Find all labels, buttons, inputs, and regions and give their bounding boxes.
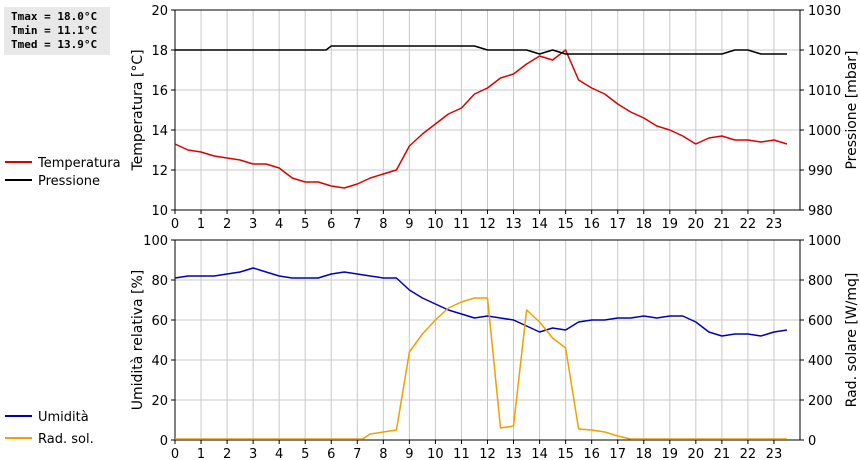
- y-left-tick-label: 80: [151, 274, 168, 289]
- x-tick-label: 12: [479, 217, 496, 232]
- x-tick-label: 9: [405, 447, 413, 460]
- temperature-pressure-panel: 0 1 2 3 4 5 6 7 8 9 10 11 12 13 14 15 16 17 18 19 20 21 22 2310…: [5, 4, 860, 232]
- x-tick-label: 14: [531, 217, 548, 232]
- legend-label: Rad. sol.: [38, 432, 94, 447]
- y-left-tick-label: 40: [151, 354, 168, 369]
- stats-box: Tmax = 18.0°C Tmin = 11.1°C Tmed = 13.9°…: [4, 7, 110, 55]
- x-tick-label: 17: [609, 447, 626, 460]
- y-left-tick-label: 10: [151, 204, 168, 219]
- x-tick-label: 1: [197, 447, 205, 460]
- legend-label: Temperatura: [37, 156, 121, 171]
- x-tick-label: 11: [453, 447, 470, 460]
- x-tick-label: 20: [688, 447, 705, 460]
- x-tick-label: 15: [557, 217, 574, 232]
- x-tick-label: 21: [714, 217, 731, 232]
- y-right-tick-label: 1030: [808, 4, 841, 19]
- x-tick-label: 13: [505, 217, 522, 232]
- x-tick-label: 22: [740, 217, 757, 232]
- y-right-axis-title: Pressione [mbar]: [844, 50, 860, 169]
- series-line-rad-sol-: [175, 297, 787, 440]
- x-tick-label: 8: [379, 447, 387, 460]
- x-tick-label: 21: [714, 447, 731, 460]
- x-tick-label: 4: [275, 217, 283, 232]
- x-tick-label: 2: [223, 217, 231, 232]
- y-right-tick-label: 1010: [808, 84, 841, 99]
- x-tick-label: 22: [740, 447, 757, 460]
- x-tick-label: 3: [249, 447, 257, 460]
- y-right-tick-label: 600: [808, 314, 833, 329]
- y-right-tick-label: 800: [808, 274, 833, 289]
- y-left-tick-label: 12: [151, 164, 168, 179]
- tmin-text: Tmin = 11.1°C: [11, 24, 98, 37]
- humidity-radiation-panel: 0 1 2 3 4 5 6 7 8 9 10 11 12 13 14 15 16 17 18 19 20 21 22 2302…: [5, 234, 860, 460]
- y-right-tick-label: 990: [808, 164, 833, 179]
- x-tick-label: 3: [249, 217, 257, 232]
- x-tick-label: 15: [557, 447, 574, 460]
- y-right-tick-label: 980: [808, 204, 833, 219]
- y-right-tick-label: 200: [808, 394, 833, 409]
- x-tick-label: 5: [301, 217, 309, 232]
- x-tick-label: 1: [197, 217, 205, 232]
- x-tick-label: 16: [583, 217, 600, 232]
- y-left-tick-label: 16: [151, 84, 168, 99]
- y-right-tick-label: 1000: [808, 234, 841, 249]
- x-tick-label: 6: [327, 217, 335, 232]
- x-tick-label: 18: [635, 217, 652, 232]
- y-left-tick-label: 14: [151, 124, 168, 139]
- x-tick-label: 18: [635, 447, 652, 460]
- tmax-text: Tmax = 18.0°C: [11, 10, 98, 23]
- y-left-tick-label: 0: [160, 434, 168, 449]
- x-tick-label: 19: [662, 447, 679, 460]
- x-tick-label: 2: [223, 447, 231, 460]
- series-line-temperatura: [174, 49, 788, 189]
- legend-label: Umidità: [38, 410, 89, 425]
- x-tick-label: 0: [171, 217, 179, 232]
- x-tick-label: 10: [427, 217, 444, 232]
- x-tick-label: 7: [353, 447, 361, 460]
- y-left-axis-title: Temperatura [°C]: [130, 49, 146, 171]
- y-left-tick-label: 20: [151, 394, 168, 409]
- legend-label: Pressione: [38, 174, 100, 189]
- x-tick-label: 23: [766, 447, 783, 460]
- y-right-tick-label: 0: [808, 434, 816, 449]
- x-tick-label: 6: [327, 447, 335, 460]
- x-tick-label: 12: [479, 447, 496, 460]
- x-tick-label: 19: [662, 217, 679, 232]
- y-right-tick-label: 1020: [808, 44, 841, 59]
- x-tick-label: 9: [405, 217, 413, 232]
- x-tick-label: 11: [453, 217, 470, 232]
- y-left-tick-label: 100: [143, 234, 168, 249]
- x-tick-label: 20: [688, 217, 705, 232]
- x-tick-label: 4: [275, 447, 283, 460]
- x-tick-label: 13: [505, 447, 522, 460]
- y-right-tick-label: 400: [808, 354, 833, 369]
- x-tick-label: 14: [531, 447, 548, 460]
- x-tick-label: 17: [609, 217, 626, 232]
- tmed-text: Tmed = 13.9°C: [11, 38, 98, 51]
- x-tick-label: 8: [379, 217, 387, 232]
- series-line-pressione: [175, 45, 787, 55]
- x-tick-label: 0: [171, 447, 179, 460]
- y-left-axis-title: Umidità relativa [%]: [130, 270, 146, 411]
- x-tick-label: 7: [353, 217, 361, 232]
- x-tick-label: 5: [301, 447, 309, 460]
- x-tick-label: 16: [583, 447, 600, 460]
- y-left-tick-label: 20: [151, 4, 168, 19]
- x-tick-label: 10: [427, 447, 444, 460]
- y-left-tick-label: 60: [151, 314, 168, 329]
- series-line-umidit-: [174, 267, 788, 337]
- y-right-tick-label: 1000: [808, 124, 841, 139]
- x-tick-label: 23: [766, 217, 783, 232]
- y-right-axis-title: Rad. solare [W/mq]: [844, 273, 860, 408]
- y-left-tick-label: 18: [151, 44, 168, 59]
